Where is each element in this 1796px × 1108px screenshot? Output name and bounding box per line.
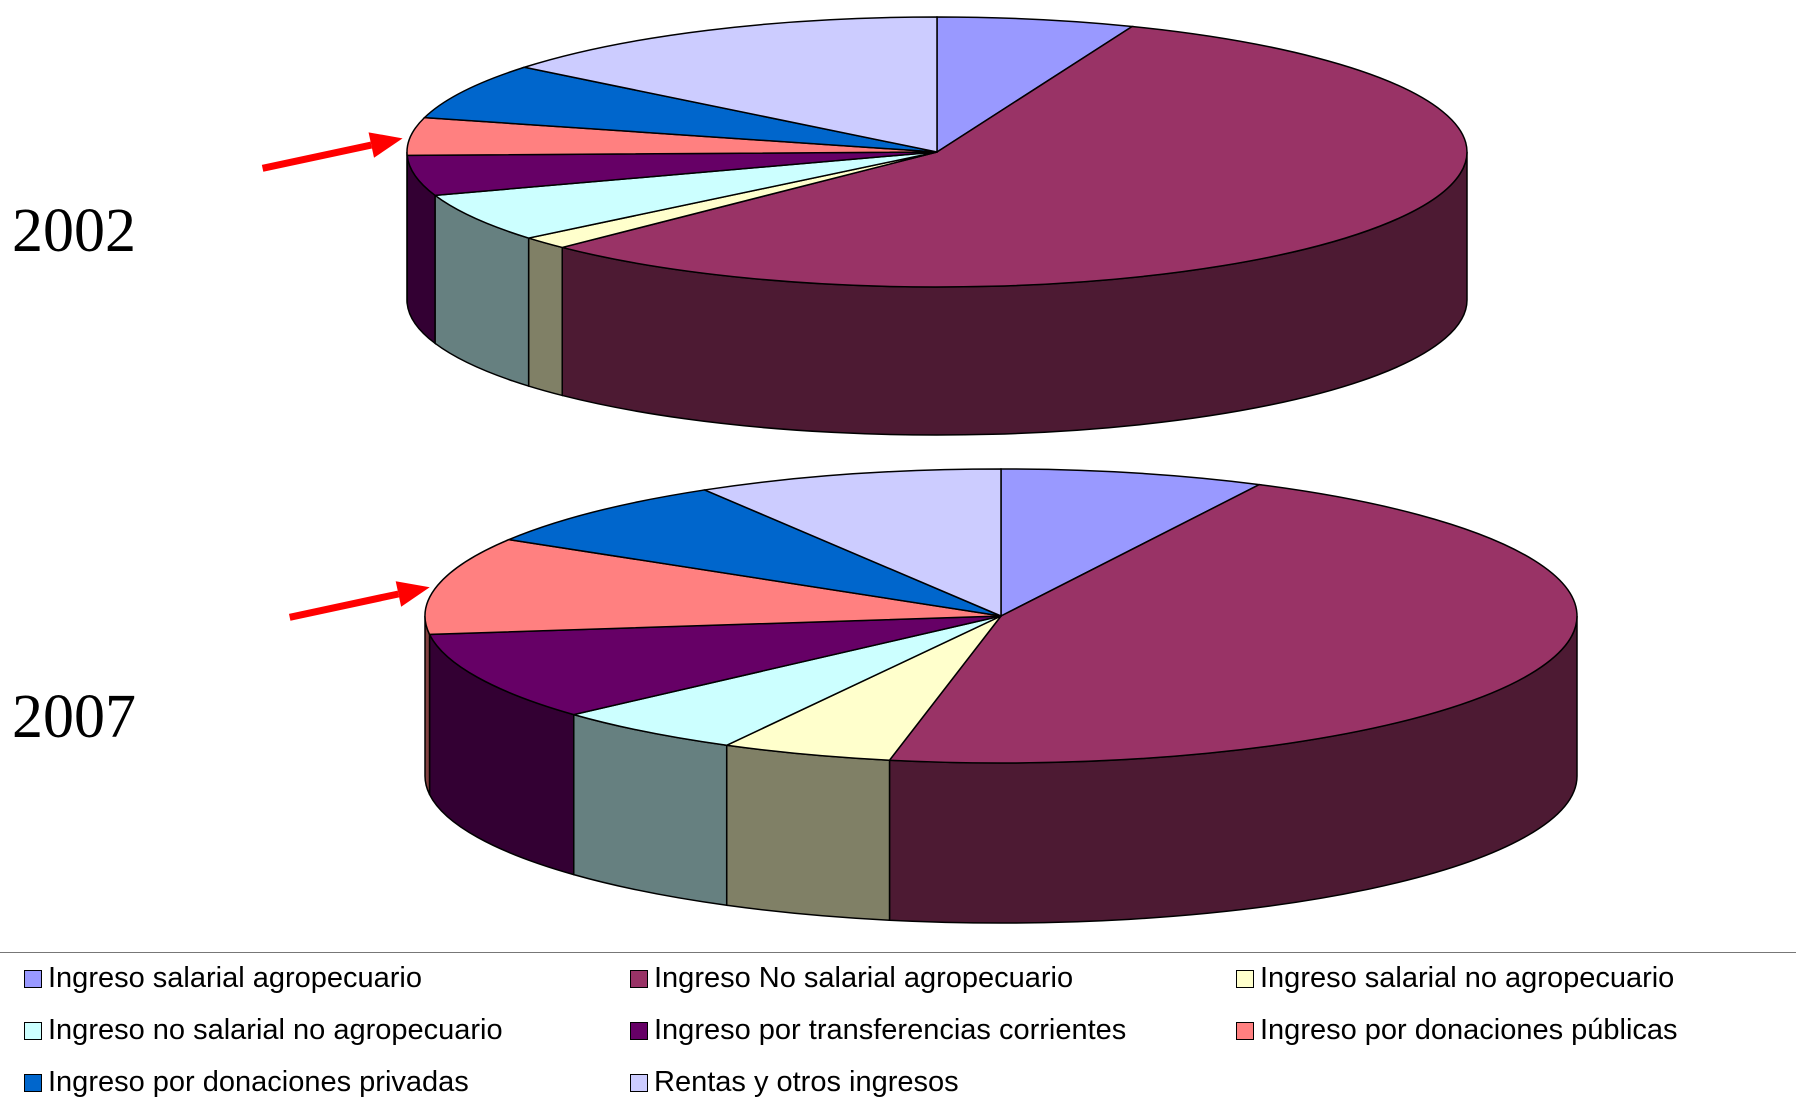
arrow-head-0: [368, 132, 403, 158]
legend-swatch: [24, 969, 42, 988]
legend-label: Ingreso por transferencias corrientes: [654, 1014, 1127, 1046]
pie-2007: [424, 468, 1578, 924]
highlight-arrows: [261, 132, 430, 621]
pie-side-ingreso-por-donaciones-publicas: [424, 615, 431, 795]
legend-swatch: [630, 969, 648, 988]
legend-swatch: [630, 1073, 648, 1092]
arrow-shaft-1: [288, 590, 400, 621]
legend-label: Rentas y otros ingresos: [654, 1066, 959, 1098]
legend-label: Ingreso salarial no agropecuario: [1260, 962, 1675, 994]
pie-slice-ingreso-salarial-no-agropecuario: [724, 615, 1002, 761]
pie-slice-ingreso-por-donaciones-privadas: [506, 489, 1002, 617]
pie-slice-rentas-y-otros-ingresos: [701, 468, 1002, 618]
legend-item-ingreso-salarial-no-agropecuario: Ingreso salarial no agropecuario: [1236, 962, 1674, 995]
pie-slice-ingreso-por-transferencias-corrientes: [428, 615, 1002, 716]
legend-item-rentas-y-otros-ingresos: Rentas y otros ingresos: [630, 1066, 959, 1099]
arrow-head-1: [395, 581, 430, 607]
pie-sides: [424, 615, 1578, 924]
legend-label: Ingreso por donaciones privadas: [48, 1066, 469, 1098]
legend-item-ingreso-por-donaciones-publicas: Ingreso por donaciones públicas: [1236, 1014, 1678, 1047]
pie-side-ingreso-salarial-no-agropecuario: [527, 237, 563, 397]
pie-2002: [406, 16, 1468, 436]
pie-slice-ingreso-no-salarial-agropecuario: [888, 483, 1578, 764]
arrow-shaft-0: [261, 141, 373, 172]
pie-slice-ingreso-salarial-agropecuario: [1000, 468, 1262, 618]
legend-swatch: [1236, 1021, 1254, 1040]
pie-sides: [406, 151, 1468, 436]
legend-label: Ingreso no salarial no agropecuario: [48, 1014, 503, 1046]
pie-side-ingreso-no-salarial-no-agropecuario: [573, 713, 728, 907]
legend-swatch: [24, 1073, 42, 1092]
pie-side-ingreso-salarial-no-agropecuario: [725, 744, 891, 922]
legend-swatch: [1236, 969, 1254, 988]
legend-divider: [0, 952, 1796, 953]
pie-slice-ingreso-por-donaciones-publicas: [424, 538, 1002, 636]
pie-slice-ingreso-no-salarial-no-agropecuario: [433, 151, 938, 239]
pie-slice-ingreso-por-donaciones-privadas: [422, 66, 938, 153]
year-label-2002: 2002: [12, 197, 136, 265]
legend-item-ingreso-por-transferencias-corrientes: Ingreso por transferencias corrientes: [630, 1014, 1126, 1047]
pie-slice-ingreso-salarial-agropecuario: [936, 16, 1135, 154]
legend-item-ingreso-no-salarial-agropecuario: Ingreso No salarial agropecuario: [630, 962, 1073, 995]
legend-label: Ingreso No salarial agropecuario: [654, 962, 1074, 994]
legend-item-ingreso-por-donaciones-privadas: Ingreso por donaciones privadas: [24, 1066, 469, 1099]
pie-slice-ingreso-por-transferencias-corrientes: [406, 151, 938, 197]
pie-charts: [261, 16, 1578, 924]
pie-slice-ingreso-no-salarial-no-agropecuario: [573, 615, 1002, 747]
legend-label: Ingreso por donaciones públicas: [1260, 1014, 1678, 1046]
legend-label: Ingreso salarial agropecuario: [48, 962, 422, 994]
legend-swatch: [630, 1021, 648, 1040]
pie-slice-rentas-y-otros-ingresos: [521, 16, 938, 153]
legend-swatch: [24, 1021, 42, 1040]
legend-item-ingreso-no-salarial-no-agropecuario: Ingreso no salarial no agropecuario: [24, 1014, 503, 1047]
legend-item-ingreso-salarial-agropecuario: Ingreso salarial agropecuario: [24, 962, 422, 995]
pie-slice-ingreso-no-salarial-agropecuario: [562, 25, 1468, 288]
year-label-2007: 2007: [12, 683, 136, 751]
